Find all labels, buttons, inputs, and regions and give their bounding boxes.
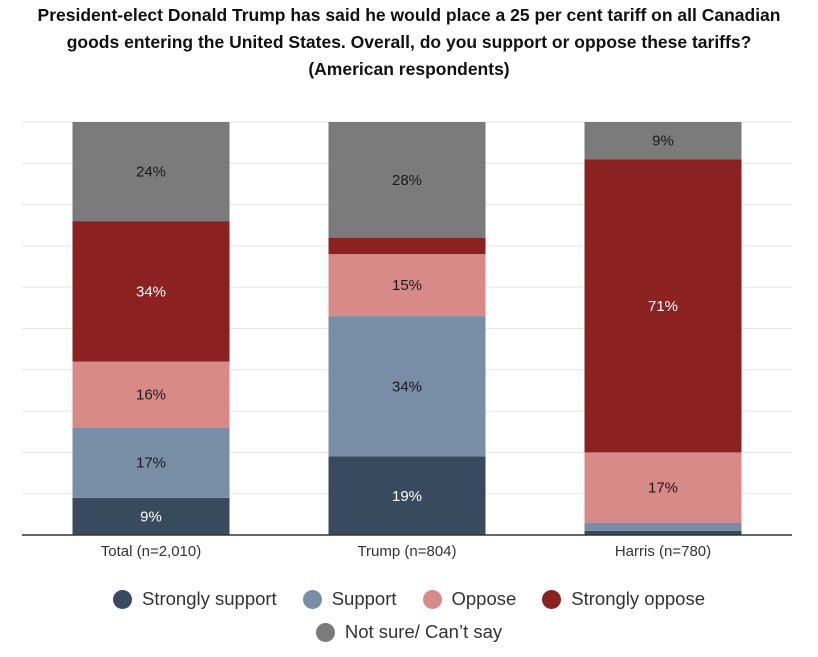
legend-label-strongly-support: Strongly support — [141, 588, 277, 609]
bar-segment-strongly-support — [72, 497, 230, 535]
data-label: 71% — [648, 298, 678, 315]
chart-title-line-3: (American respondents) — [308, 59, 510, 79]
bar-segment-strongly-oppose — [584, 159, 742, 453]
bar-segment-strongly-oppose — [328, 237, 486, 255]
legend-label-strongly-oppose: Strongly oppose — [571, 588, 705, 609]
category-label: Trump (n=804) — [357, 543, 456, 560]
chart-title-line-2: goods entering the United States. Overal… — [66, 32, 752, 52]
legend-swatch-strongly-oppose — [542, 589, 562, 609]
chart-title-line-1: President-elect Donald Trump has said he… — [37, 5, 781, 25]
data-label: 15% — [392, 277, 422, 294]
category-label: Total (n=2,010) — [101, 543, 201, 560]
chart-title: President-elect Donald Trump has said he… — [0, 2, 818, 83]
bar-segment-strongly-oppose — [72, 221, 230, 362]
bar-segment-oppose — [328, 254, 486, 317]
data-label: 24% — [136, 164, 166, 181]
data-label: 34% — [392, 378, 422, 395]
bar-segment-support — [584, 522, 742, 531]
legend-label-support: Support — [331, 588, 397, 609]
legend-row-2: Not sure/ Can’t say — [0, 621, 818, 643]
bar-segment-not-sure-can-t-say — [584, 122, 742, 160]
data-label: 34% — [136, 283, 166, 300]
bar-segment-oppose — [584, 452, 742, 523]
data-label: 9% — [140, 508, 162, 525]
bar-segment-not-sure-can-t-say — [328, 122, 486, 238]
bar-segment-strongly-support — [328, 456, 486, 535]
data-label: 17% — [136, 455, 166, 472]
category-label: Harris (n=780) — [615, 543, 711, 560]
bar-segment-strongly-support — [584, 530, 742, 535]
data-label: 28% — [392, 172, 422, 189]
legend-swatch-oppose — [422, 589, 442, 609]
legend-item-strongly-support: Strongly support — [112, 588, 277, 610]
legend-swatch-strongly-support — [112, 589, 132, 609]
bar-segment-oppose — [72, 361, 230, 428]
data-label: 16% — [136, 387, 166, 404]
stacked-bar-chart: 9% 17% 16% 34% 24% Total (n=2,010) 19% 34% 15% 28… — [22, 121, 792, 560]
bar-segment-support — [328, 316, 486, 457]
legend-item-support: Support — [302, 588, 397, 610]
data-label: 17% — [648, 480, 678, 497]
legend-item-oppose: Oppose — [422, 588, 517, 610]
legend-label-oppose: Oppose — [451, 588, 517, 609]
legend-row-1: Strongly support Support Oppose Strongly… — [0, 588, 818, 610]
legend-item-strongly-oppose: Strongly oppose — [542, 588, 705, 610]
legend-swatch-support — [302, 589, 322, 609]
bar-segment-not-sure-can-t-say — [72, 122, 230, 222]
legend-label-not-sure: Not sure/ Can’t say — [344, 621, 503, 642]
bar-segment-support — [72, 427, 230, 498]
data-label: 19% — [392, 488, 422, 505]
data-label: 9% — [652, 133, 674, 150]
legend-item-not-sure: Not sure/ Can’t say — [315, 621, 503, 643]
legend-swatch-not-sure — [315, 622, 335, 642]
